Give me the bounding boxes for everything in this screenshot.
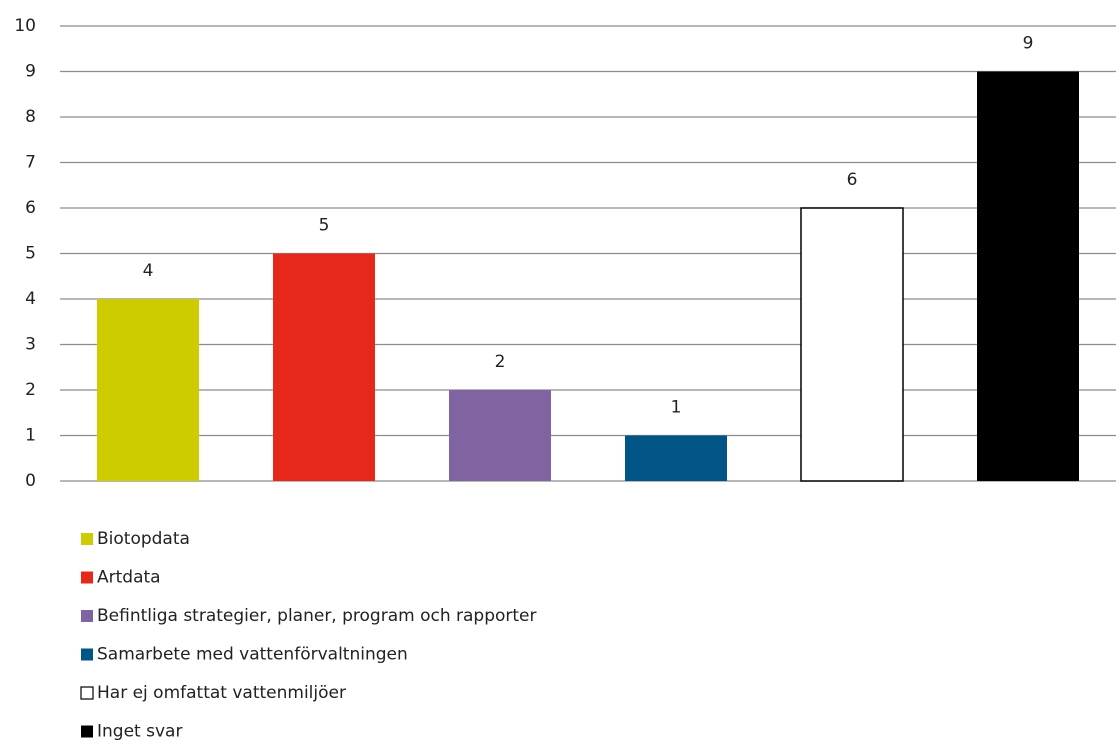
y-tick-label: 4 [25, 289, 36, 309]
y-tick-label: 2 [25, 380, 36, 400]
y-tick-label: 1 [25, 426, 36, 446]
y-tick-label: 0 [25, 471, 36, 491]
y-tick-label: 5 [25, 244, 36, 264]
legend-label: Inget svar [97, 722, 182, 742]
data-label: 5 [319, 216, 330, 236]
data-label: 4 [143, 261, 154, 281]
bar [97, 299, 199, 481]
legend-swatch [81, 610, 93, 622]
y-tick-label: 9 [25, 62, 36, 82]
y-tick-label: 6 [25, 198, 36, 218]
legend-label: Befintliga strategier, planer, program o… [97, 606, 537, 626]
legend-swatch [81, 571, 93, 584]
legend-swatch [81, 648, 93, 661]
data-label: 2 [495, 352, 506, 372]
y-tick-label: 10 [14, 16, 36, 36]
y-tick-label: 3 [25, 335, 36, 355]
legend-label: Samarbete med vattenförvaltningen [97, 645, 408, 665]
bar [273, 253, 375, 481]
bar [800, 207, 904, 482]
legend-label: Artdata [97, 568, 161, 588]
data-label: 6 [847, 170, 858, 190]
legend-swatch [81, 533, 93, 545]
data-label: 9 [1023, 34, 1034, 54]
bar [625, 435, 727, 481]
legend-swatch [80, 686, 94, 700]
legend-swatch [81, 725, 93, 738]
y-tick-label: 8 [25, 107, 36, 127]
legend-label: Har ej omfattat vattenmiljöer [97, 683, 346, 703]
bar [449, 390, 551, 481]
bar [977, 71, 1079, 481]
legend-label: Biotopdata [97, 529, 190, 549]
data-label: 1 [671, 398, 682, 418]
y-tick-label: 7 [25, 153, 36, 173]
